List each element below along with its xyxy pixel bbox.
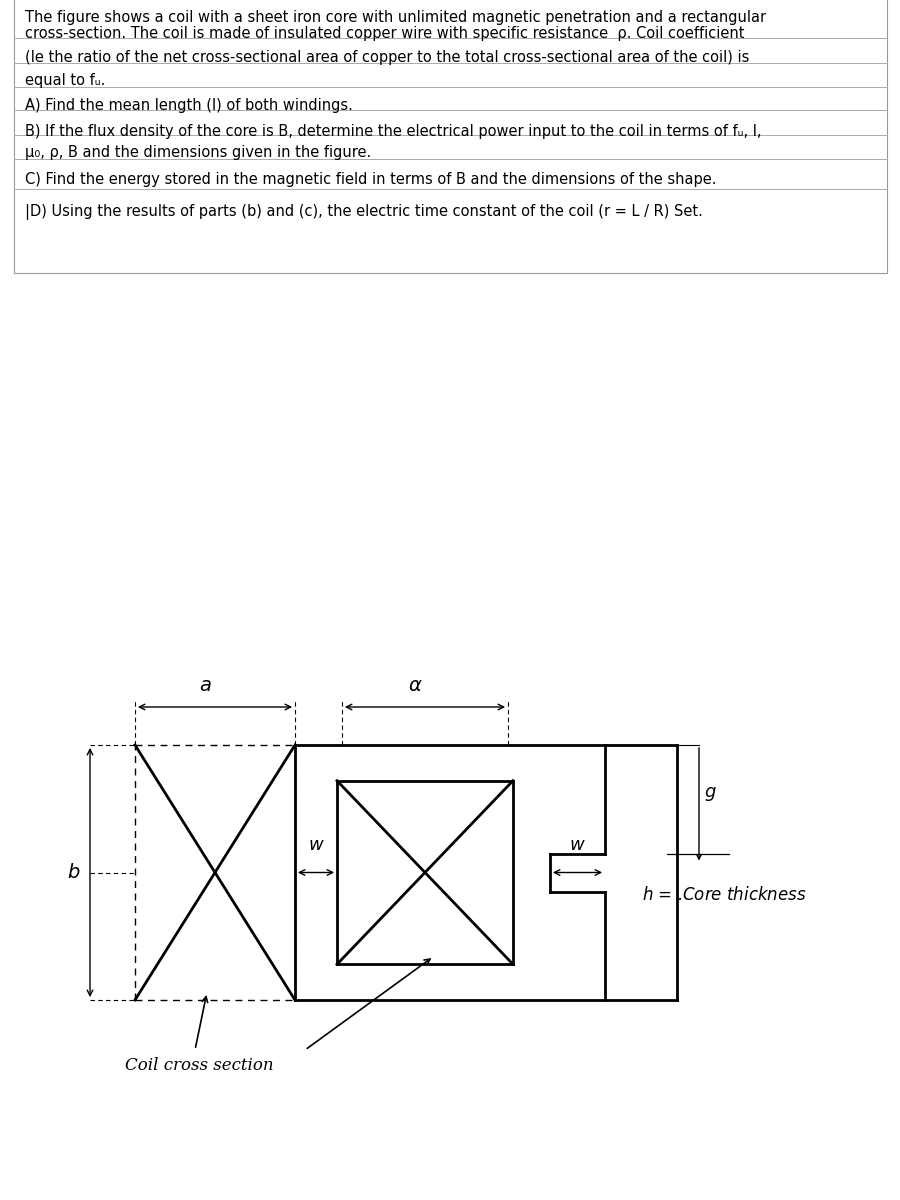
- Text: (le the ratio of the net cross-sectional area of copper to the total cross-secti: (le the ratio of the net cross-sectional…: [25, 50, 750, 65]
- Text: A) Find the mean length (l) of both windings.: A) Find the mean length (l) of both wind…: [25, 98, 353, 113]
- Text: Coil cross section: Coil cross section: [125, 1056, 274, 1074]
- Text: $b$: $b$: [67, 863, 80, 882]
- Text: $w$: $w$: [569, 836, 586, 854]
- Text: cross-section. The coil is made of insulated copper wire with specific resistanc: cross-section. The coil is made of insul…: [25, 26, 744, 42]
- Text: The figure shows a coil with a sheet iron core with unlimited magnetic penetrati: The figure shows a coil with a sheet iro…: [25, 10, 766, 24]
- Text: $a$: $a$: [199, 676, 212, 695]
- Text: $g$: $g$: [704, 785, 716, 803]
- Text: $h$ = .Core thickness: $h$ = .Core thickness: [642, 887, 806, 905]
- Text: B) If the flux density of the core is B, determine the electrical power input to: B) If the flux density of the core is B,…: [25, 124, 761, 139]
- Text: |D) Using the results of parts (b) and (c), the electric time constant of the co: |D) Using the results of parts (b) and (…: [25, 204, 703, 220]
- Text: C) Find the energy stored in the magnetic field in terms of B and the dimensions: C) Find the energy stored in the magneti…: [25, 172, 716, 187]
- Text: μ₀, ρ, B and the dimensions given in the figure.: μ₀, ρ, B and the dimensions given in the…: [25, 145, 372, 160]
- Text: $w$: $w$: [308, 836, 324, 854]
- Text: $\alpha$: $\alpha$: [408, 676, 422, 695]
- Text: equal to fᵤ.: equal to fᵤ.: [25, 73, 105, 88]
